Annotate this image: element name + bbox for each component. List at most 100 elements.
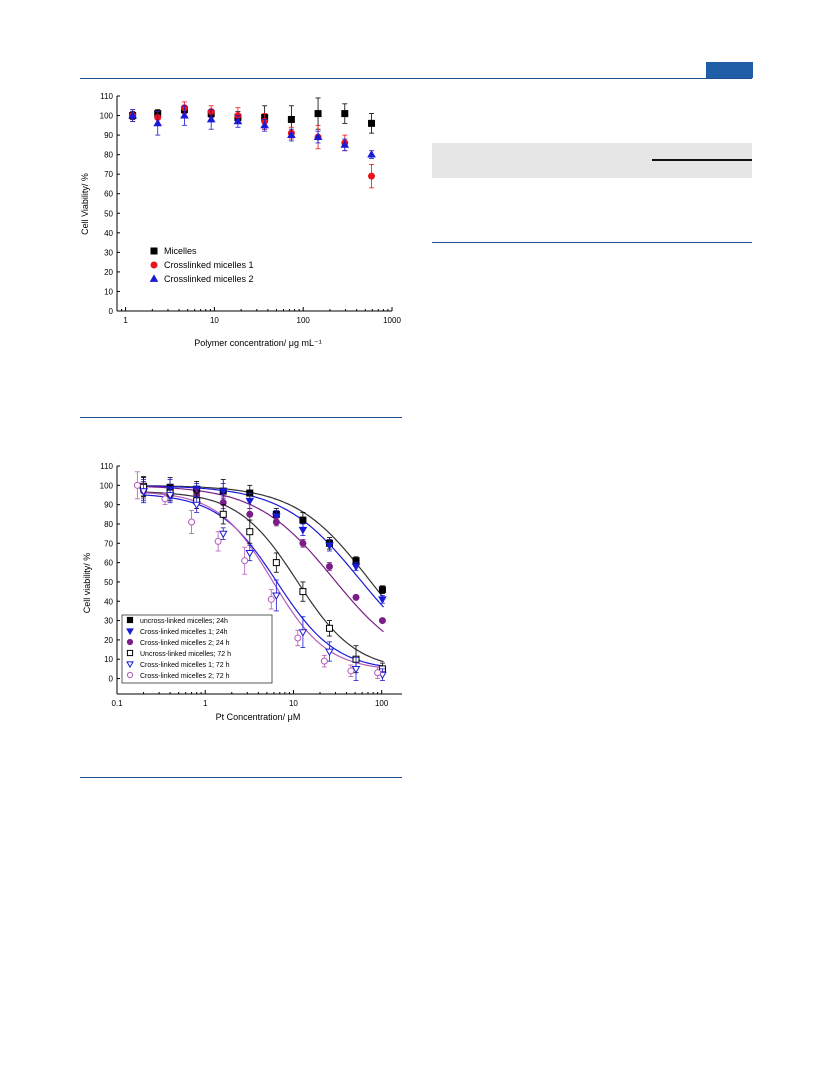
chart2-point: [352, 593, 360, 601]
chart2-xtick-label: 100: [375, 699, 389, 708]
chart1-point: [368, 119, 376, 127]
chart2-xtick-label: 1: [203, 699, 208, 708]
chart2-point: [218, 488, 228, 496]
chart2-ytick-label: 100: [100, 481, 114, 490]
chart2-legend-label: Uncross-linked micelles; 72 h: [140, 651, 231, 658]
chart1-point: [341, 110, 349, 118]
chart2-point: [351, 665, 361, 674]
chart2-point: [272, 559, 280, 567]
chart1-point: [260, 120, 269, 129]
chart2-point: [214, 537, 222, 545]
chart2-point: [246, 510, 254, 518]
chart2-fit-line-5: [143, 492, 384, 669]
chart2-legend-label: Cross-linked micelles 2; 24 h: [140, 640, 230, 647]
chart1-xtick-label: 10: [210, 316, 219, 325]
chart2-ytick-label: 70: [104, 539, 113, 548]
chart2-point: [241, 557, 249, 565]
chart2-ytick-label: 60: [104, 559, 113, 568]
chart2-fit-line-2: [143, 486, 384, 633]
chart2-legend-marker: [126, 638, 134, 646]
chart2-point: [378, 617, 386, 625]
chart2-ytick-label: 30: [104, 617, 113, 626]
chart1-ytick-label: 80: [104, 151, 113, 160]
chart1-point: [128, 110, 137, 119]
chart1-legend-marker: [149, 274, 159, 282]
chart1-point: [367, 150, 376, 158]
chart1-xlabel: Polymer concentration/ μg mL⁻¹: [194, 338, 322, 348]
chart1-ytick-label: 10: [104, 287, 113, 296]
chart2-legend-marker: [126, 671, 134, 679]
chart2-legend-label: Cross-linked micelles 1; 24h: [140, 629, 228, 636]
chart2-point: [294, 634, 302, 642]
chart1-legend-label: Crosslinked micelles 1: [164, 260, 254, 270]
chart2-ytick-label: 0: [109, 675, 114, 684]
chart1-legend-marker: [150, 261, 158, 269]
chart2-point: [325, 562, 333, 570]
figure-rule-1: [80, 417, 402, 418]
chart2-fit-line-1: [143, 485, 384, 608]
chart2-legend-box: [121, 614, 273, 684]
chart1-point: [233, 116, 243, 125]
chart2-legend-marker: [126, 628, 134, 636]
chart2-point: [272, 518, 280, 526]
chart1-ytick-label: 20: [104, 268, 113, 277]
figure-rule-2: [80, 777, 402, 778]
chart2-ytick-label: 110: [100, 462, 113, 471]
chart1-legend-marker: [150, 247, 158, 255]
chart2-point: [192, 501, 201, 510]
chart2-ytick-label: 10: [104, 655, 113, 664]
chart2-ytick-label: 80: [104, 520, 113, 529]
chart1-point: [206, 114, 216, 123]
chart2-point: [298, 629, 308, 637]
chart2-point: [218, 530, 228, 539]
table-rule: [652, 159, 752, 161]
chart1-xtick-label: 100: [297, 316, 311, 325]
header-rule: [80, 78, 752, 79]
chart1-ytick-label: 110: [100, 92, 113, 101]
chart2-point: [325, 542, 334, 550]
chart2-point: [299, 539, 307, 547]
chart2-point: [219, 510, 227, 518]
chart2-ytick-label: 20: [104, 636, 113, 645]
chart1-point: [313, 132, 323, 140]
chart2-fit-line-0: [143, 485, 384, 598]
chart1-ytick-label: 60: [104, 190, 113, 199]
chart1-ylabel: Cell Viability/ %: [80, 173, 90, 235]
chart2-point: [325, 648, 334, 657]
chart2-legend-marker: [126, 649, 134, 657]
chart2-point: [299, 588, 307, 596]
chart2-point: [133, 481, 141, 489]
chart2-ylabel: Cell viability/ %: [82, 553, 92, 614]
chart2-fit-line-4: [143, 494, 384, 667]
chart2-point: [246, 528, 254, 536]
chart2-point: [378, 596, 387, 604]
chart1-ytick-label: 100: [100, 112, 114, 121]
chart2-xtick-label: 0.1: [111, 699, 123, 708]
chart1-point: [287, 115, 295, 123]
chart2-point: [272, 592, 281, 601]
chart2-legend-marker: [126, 616, 134, 624]
chart2-point: [245, 497, 255, 506]
chart2-xtick-label: 10: [289, 699, 298, 708]
chart1-point: [368, 172, 376, 180]
chart2-fit-line-3: [143, 491, 384, 663]
chart1-legend-label: Crosslinked micelles 2: [164, 274, 254, 284]
chart2-point: [272, 513, 281, 521]
chart1-xtick-label: 1: [123, 316, 128, 325]
chart1-ytick-label: 0: [109, 307, 114, 316]
chart2-point: [299, 516, 307, 524]
chart2-legend-label: uncross-linked micelles; 24h: [140, 618, 228, 625]
chart2-point: [347, 667, 355, 675]
chart1-point: [314, 110, 322, 118]
chart2-ytick-label: 90: [104, 501, 113, 510]
chart2-point: [378, 586, 386, 594]
chart2-ytick-label: 40: [104, 597, 113, 606]
chart2-legend-marker: [126, 661, 134, 669]
chart2-xlabel: Pt Concentration/ μM: [216, 712, 301, 722]
chart2-point: [165, 492, 175, 500]
chart2-point: [245, 550, 255, 558]
chart2-point: [320, 657, 328, 665]
chart2-point: [188, 518, 196, 526]
